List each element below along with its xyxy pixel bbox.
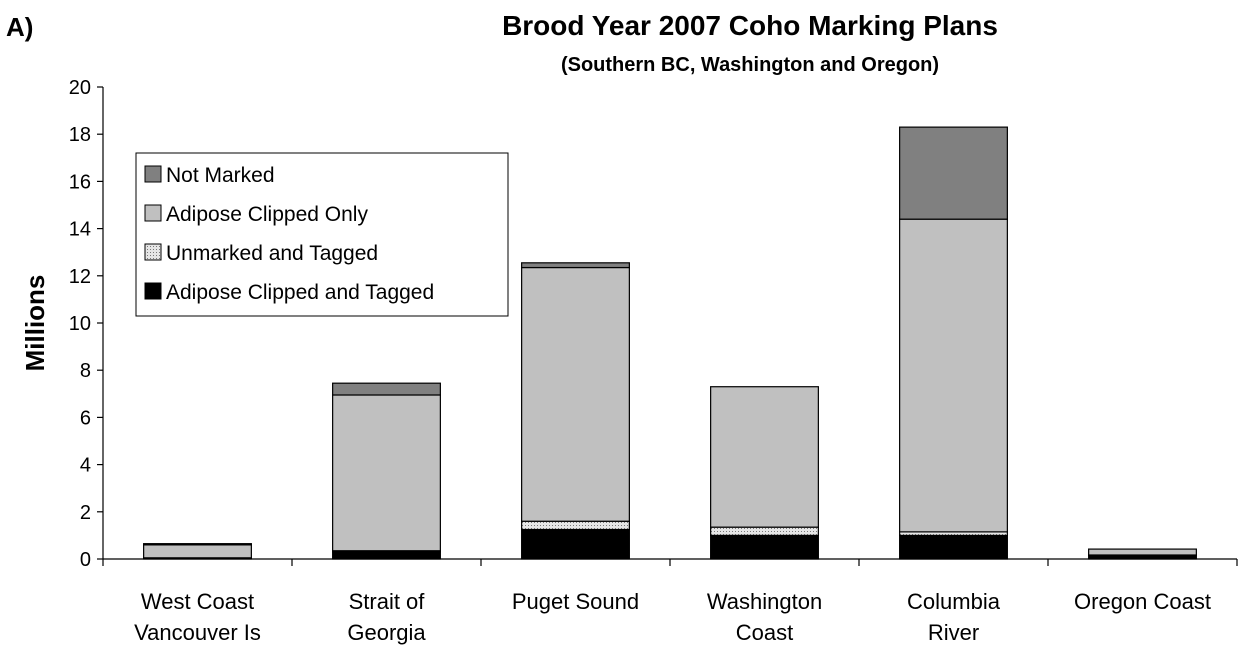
y-tick-label: 12: [69, 266, 91, 288]
bar-segment-not-marked: [332, 382, 441, 396]
x-category-label: West Coast: [141, 589, 254, 614]
bar-segment-not-marked: [143, 543, 252, 546]
x-category-label: River: [928, 620, 979, 645]
x-category-label: Columbia: [907, 589, 1001, 614]
chart-legend: Not Marked Adipose Clipped Only Unmarked a…: [135, 152, 509, 317]
y-tick-label: 20: [69, 77, 91, 99]
x-category-label: Vancouver Is: [134, 620, 261, 645]
y-tick-label: 16: [69, 171, 91, 193]
legend-entry-label: Adipose Clipped and Tagged: [166, 281, 434, 304]
bar-segment-adipose-clipped-only: [710, 386, 819, 528]
bar-segment-not-marked: [899, 126, 1008, 220]
bar-segment-adipose-clipped-only: [899, 218, 1008, 533]
y-tick-label: 14: [69, 219, 91, 241]
legend-swatch: [144, 165, 162, 183]
y-tick-label: 0: [80, 549, 91, 571]
bar-segment-adipose-clipped-only: [332, 394, 441, 552]
y-tick-label: 4: [80, 455, 91, 477]
x-category-label: Puget Sound: [512, 589, 639, 614]
bar-segment-adipose-clipped-and-tagged: [710, 534, 819, 560]
legend-entry-label: Adipose Clipped Only: [166, 203, 368, 226]
x-category-label: Washington: [707, 589, 822, 614]
legend-entry-label: Unmarked and Tagged: [166, 242, 378, 265]
bar-segment-adipose-clipped-only: [521, 266, 630, 522]
legend-box: [135, 152, 509, 317]
legend-entry-label: Not Marked: [166, 164, 275, 187]
bar-segment-adipose-clipped-only: [143, 544, 252, 559]
legend-swatch: [144, 282, 162, 300]
x-category-label: Coast: [736, 620, 793, 645]
legend-swatch: [144, 243, 162, 261]
y-tick-label: 8: [80, 360, 91, 382]
bar-segment-adipose-clipped-and-tagged: [332, 551, 441, 560]
y-tick-label: 10: [69, 313, 91, 335]
x-category-label: Strait of: [349, 589, 426, 614]
y-tick-label: 2: [80, 502, 91, 524]
y-tick-label: 18: [69, 124, 91, 146]
bar-segment-not-marked: [521, 262, 630, 269]
bar-segment-unmarked-and-tagged: [521, 520, 630, 531]
bar-segment-unmarked-and-tagged: [710, 526, 819, 537]
panel-label: A): [6, 12, 34, 42]
x-axis-labels: West Coast Vancouver Is Strait of Georgia Pu…: [134, 589, 1211, 645]
chart-bars: [143, 126, 1197, 560]
bar-segment-adipose-clipped-and-tagged: [899, 534, 1008, 560]
chart-axes: 0 2 4 6 8 10 12 14 16 18 20 Millions: [20, 77, 1238, 571]
chart-subtitle: (Southern BC, Washington and Oregon): [560, 54, 940, 76]
bar-segment-adipose-clipped-and-tagged: [521, 528, 630, 560]
chart-title: Brood Year 2007 Coho Marking Plans: [502, 10, 998, 41]
y-axis-label: Millions: [20, 275, 50, 372]
x-category-label: Oregon Coast: [1074, 589, 1211, 614]
legend-swatch: [144, 204, 162, 222]
y-tick-label: 6: [80, 407, 91, 429]
x-category-label: Georgia: [347, 620, 426, 645]
bar-segment-adipose-clipped-only: [1088, 548, 1197, 556]
